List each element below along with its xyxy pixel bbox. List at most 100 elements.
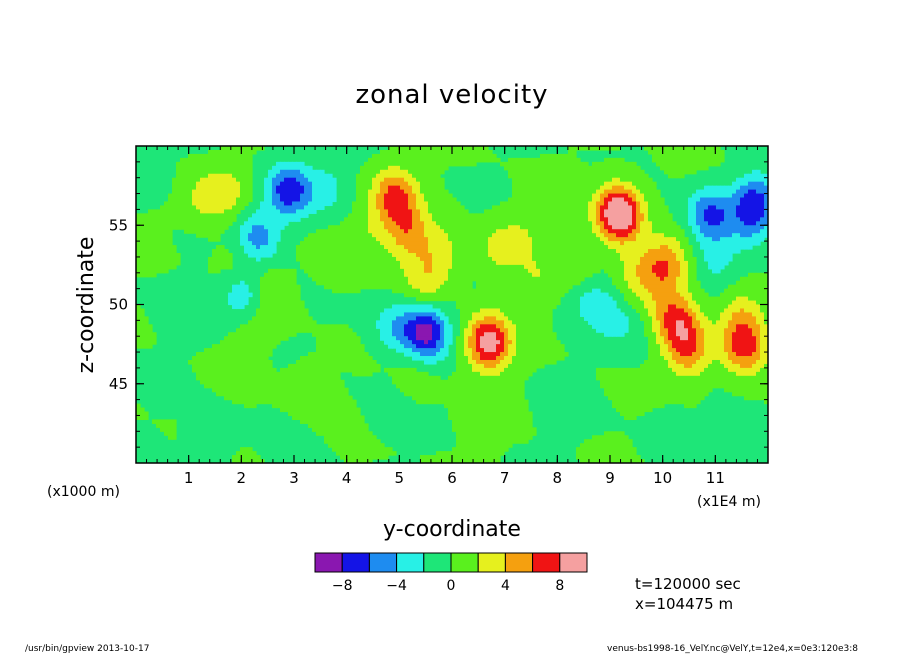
heatmap-cell bbox=[532, 288, 537, 294]
heatmap-cell bbox=[280, 407, 285, 413]
heatmap-cell bbox=[292, 395, 297, 401]
heatmap-cell bbox=[340, 367, 345, 373]
heatmap-cell bbox=[380, 181, 385, 187]
heatmap-cell bbox=[164, 423, 169, 428]
heatmap-cell bbox=[200, 356, 205, 361]
heatmap-cell bbox=[492, 348, 497, 353]
heatmap-cell bbox=[468, 431, 473, 436]
heatmap-cell bbox=[500, 161, 505, 167]
heatmap-cell bbox=[176, 221, 181, 226]
heatmap-cell bbox=[488, 276, 493, 282]
heatmap-cell bbox=[520, 352, 525, 357]
heatmap-cell bbox=[296, 395, 301, 401]
heatmap-cell bbox=[208, 356, 213, 361]
heatmap-cell bbox=[472, 153, 477, 159]
heatmap-cell bbox=[260, 296, 265, 302]
heatmap-cell bbox=[512, 391, 517, 397]
heatmap-cell bbox=[528, 363, 533, 369]
heatmap-cell bbox=[224, 391, 229, 397]
heatmap-cell bbox=[436, 193, 441, 199]
heatmap-cell bbox=[524, 352, 529, 357]
heatmap-cell bbox=[408, 205, 413, 210]
heatmap-cell bbox=[360, 181, 365, 187]
heatmap-cell bbox=[284, 304, 289, 310]
heatmap-cell bbox=[236, 359, 241, 365]
heatmap-cell bbox=[408, 371, 413, 377]
heatmap-cell bbox=[424, 284, 429, 290]
heatmap-cell bbox=[468, 363, 473, 369]
heatmap-cell bbox=[416, 324, 421, 329]
heatmap-cell bbox=[416, 391, 421, 397]
heatmap-cell bbox=[512, 276, 517, 282]
heatmap-cell bbox=[492, 221, 497, 226]
heatmap-cell bbox=[404, 213, 409, 218]
heatmap-cell bbox=[520, 241, 525, 246]
heatmap-cell bbox=[488, 328, 493, 333]
heatmap-cell bbox=[196, 189, 201, 195]
heatmap-cell bbox=[528, 272, 533, 278]
heatmap-cell bbox=[264, 241, 269, 246]
heatmap-cell bbox=[444, 146, 449, 151]
heatmap-cell bbox=[316, 391, 321, 397]
heatmap-cell bbox=[428, 169, 433, 175]
heatmap-cell bbox=[436, 395, 441, 401]
heatmap-cell bbox=[296, 177, 301, 183]
heatmap-cell bbox=[236, 193, 241, 199]
heatmap-cell bbox=[352, 367, 357, 373]
heatmap-cell bbox=[340, 391, 345, 397]
heatmap-cell bbox=[424, 181, 429, 187]
heatmap-cell bbox=[512, 221, 517, 226]
heatmap-cell bbox=[488, 359, 493, 365]
heatmap-cell bbox=[464, 336, 469, 341]
heatmap-cell bbox=[444, 264, 449, 270]
heatmap-cell bbox=[208, 229, 213, 234]
heatmap-cell bbox=[264, 181, 269, 187]
heatmap-cell bbox=[392, 320, 397, 325]
heatmap-cell bbox=[540, 189, 545, 195]
heatmap-cell bbox=[280, 165, 285, 171]
heatmap-cell bbox=[368, 284, 373, 290]
heatmap-cell bbox=[440, 233, 445, 238]
heatmap-cell bbox=[480, 153, 485, 159]
heatmap-cell bbox=[460, 451, 465, 456]
heatmap-cell bbox=[392, 177, 397, 183]
heatmap-cell bbox=[308, 241, 313, 246]
heatmap-cell bbox=[184, 169, 189, 175]
heatmap-cell bbox=[448, 205, 453, 210]
heatmap-cell bbox=[248, 233, 253, 238]
heatmap-cell bbox=[436, 217, 441, 222]
heatmap-cell bbox=[436, 455, 441, 460]
heatmap-cell bbox=[288, 161, 293, 167]
heatmap-cell bbox=[360, 348, 365, 353]
heatmap-cell bbox=[268, 395, 273, 401]
heatmap-cell bbox=[312, 189, 317, 195]
heatmap-cell bbox=[492, 443, 497, 448]
heatmap-cell bbox=[416, 352, 421, 357]
heatmap-cell bbox=[192, 359, 197, 365]
heatmap-cell bbox=[484, 260, 489, 266]
heatmap-cell bbox=[476, 272, 481, 278]
heatmap-cell bbox=[480, 260, 485, 266]
heatmap-cell bbox=[196, 225, 201, 230]
heatmap-cell bbox=[168, 217, 173, 222]
heatmap-cell bbox=[184, 165, 189, 171]
heatmap-cell bbox=[232, 296, 237, 302]
heatmap-cell bbox=[272, 399, 277, 405]
heatmap-cell bbox=[400, 272, 405, 278]
heatmap-cell bbox=[284, 300, 289, 306]
heatmap-cell bbox=[268, 181, 273, 187]
heatmap-cell bbox=[336, 344, 341, 349]
heatmap-cell bbox=[428, 189, 433, 195]
heatmap-cell bbox=[220, 367, 225, 373]
heatmap-cell bbox=[528, 193, 533, 199]
heatmap-cell bbox=[216, 189, 221, 195]
heatmap-cell bbox=[316, 264, 321, 270]
heatmap-cell bbox=[228, 209, 233, 214]
heatmap-cell bbox=[460, 280, 465, 286]
heatmap-cell bbox=[508, 344, 513, 349]
heatmap-cell bbox=[400, 367, 405, 373]
heatmap-cell bbox=[512, 189, 517, 195]
heatmap-cell bbox=[512, 280, 517, 286]
heatmap-cell bbox=[328, 423, 333, 428]
heatmap-cell bbox=[504, 383, 509, 389]
